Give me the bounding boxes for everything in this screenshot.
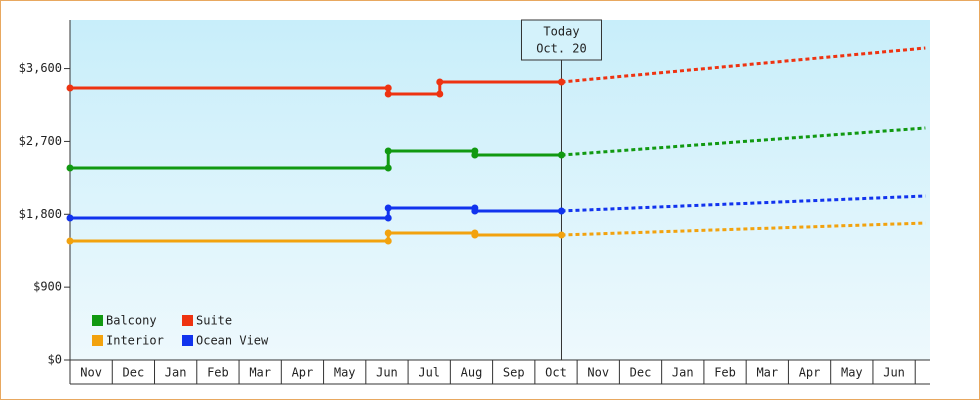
- legend-swatch: [182, 335, 193, 346]
- price-line: [70, 80, 562, 96]
- price-point: [557, 231, 565, 239]
- price-point: [66, 84, 74, 92]
- x-tick-label: May: [334, 366, 356, 380]
- y-tick-label: $0: [48, 353, 62, 367]
- x-tick-label: Oct: [545, 366, 567, 380]
- price-point: [384, 214, 392, 222]
- y-tick-label: $1,800: [19, 207, 62, 221]
- y-tick-label: $900: [33, 280, 62, 294]
- x-tick-label: Apr: [292, 366, 314, 380]
- price-point: [436, 90, 444, 98]
- x-tick-label: Dec: [123, 366, 145, 380]
- x-tick-label: Jun: [883, 366, 905, 380]
- price-line: [70, 149, 562, 170]
- x-tick-label: Jul: [418, 366, 440, 380]
- y-tick-label: $3,600: [19, 61, 62, 75]
- price-point: [436, 78, 444, 86]
- price-point: [66, 214, 74, 222]
- x-tick-label: Apr: [799, 366, 821, 380]
- x-tick-label: Nov: [587, 366, 609, 380]
- price-point: [384, 90, 392, 98]
- price-point: [384, 164, 392, 172]
- x-tick-label: May: [841, 366, 863, 380]
- price-point: [557, 207, 565, 215]
- x-tick-label: Dec: [630, 366, 652, 380]
- x-tick-label: Feb: [714, 366, 736, 380]
- price-point: [384, 237, 392, 245]
- price-point: [471, 231, 479, 239]
- today-label: Oct. 20: [536, 42, 587, 56]
- x-tick-label: Jan: [672, 366, 694, 380]
- price-point: [557, 78, 565, 86]
- price-point: [384, 229, 392, 237]
- price-line: [70, 206, 562, 220]
- legend-label: Balcony: [106, 314, 157, 328]
- price-point: [384, 147, 392, 155]
- forecast-line: [561, 221, 926, 237]
- x-tick-label: Sep: [503, 366, 525, 380]
- x-tick-label: Jan: [165, 366, 187, 380]
- plot-area: [70, 20, 930, 360]
- price-line: [70, 231, 562, 243]
- price-point: [384, 204, 392, 212]
- legend-swatch: [92, 335, 103, 346]
- price-point: [66, 237, 74, 245]
- x-tick-label: Mar: [249, 366, 271, 380]
- legend-label: Interior: [106, 334, 164, 348]
- x-tick-label: Mar: [756, 366, 778, 380]
- today-label: Today: [543, 25, 579, 39]
- forecast-line: [561, 46, 926, 84]
- price-point: [471, 207, 479, 215]
- x-tick-label: Nov: [80, 366, 102, 380]
- legend-swatch: [92, 315, 103, 326]
- price-point: [66, 164, 74, 172]
- legend-label: Ocean View: [196, 334, 269, 348]
- price-point: [384, 84, 392, 92]
- forecast-line: [561, 194, 926, 213]
- x-tick-label: Jun: [376, 366, 398, 380]
- legend-label: Suite: [196, 314, 232, 328]
- x-tick-label: Feb: [207, 366, 229, 380]
- forecast-line: [561, 126, 926, 157]
- y-tick-label: $2,700: [19, 134, 62, 148]
- price-point: [557, 151, 565, 159]
- price-point: [471, 151, 479, 159]
- legend-swatch: [182, 315, 193, 326]
- x-tick-label: Aug: [461, 366, 483, 380]
- today-box: [520, 19, 602, 61]
